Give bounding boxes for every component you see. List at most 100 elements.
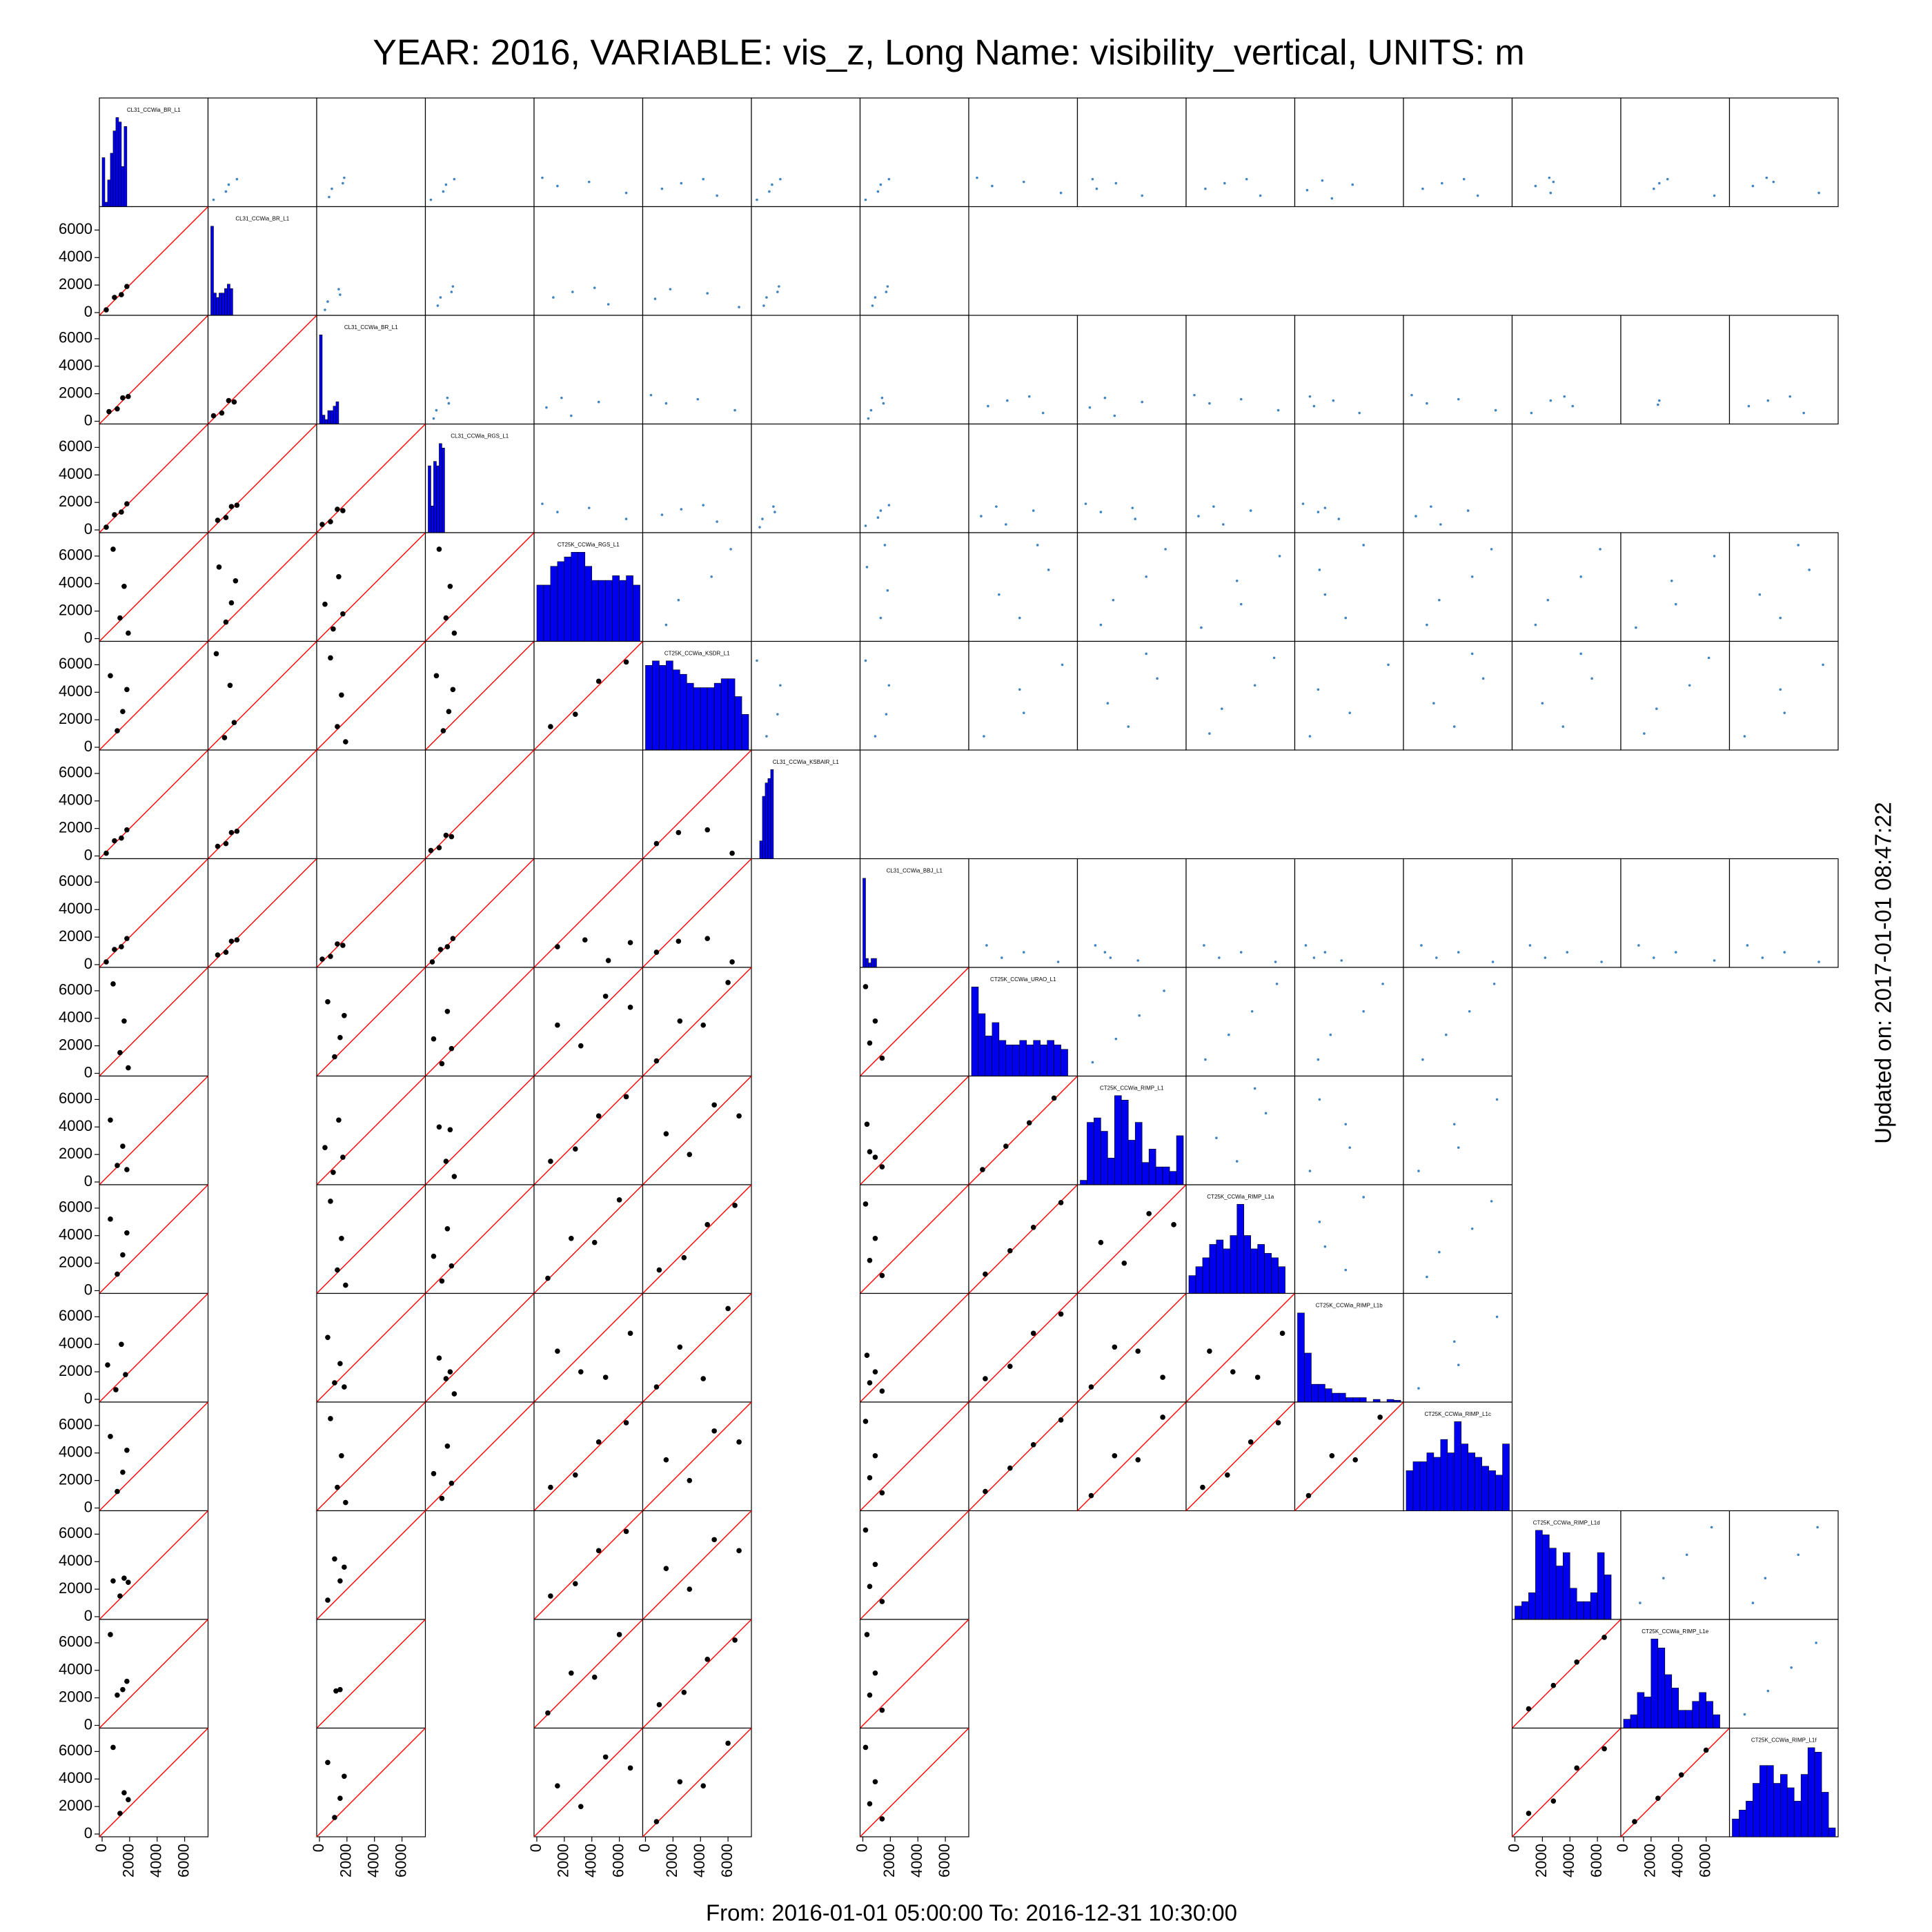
hist-bar: [1597, 1552, 1605, 1620]
upper-point: [1145, 652, 1147, 656]
lower-point: [228, 829, 235, 836]
lower-point: [867, 1257, 873, 1263]
identity-line: [968, 1076, 1078, 1185]
upper-point: [1761, 956, 1764, 959]
panel: [1185, 640, 1296, 751]
panel: [1403, 97, 1513, 208]
lower-point: [1601, 1746, 1607, 1752]
upper-point: [980, 515, 983, 518]
lower-point: [582, 937, 588, 943]
upper-point: [1330, 197, 1334, 200]
upper-point: [1208, 402, 1211, 405]
hist-bar: [1047, 1040, 1054, 1076]
lower-point: [124, 1167, 130, 1172]
upper-point: [874, 735, 877, 738]
identity-line: [425, 858, 535, 968]
upper-point: [1323, 593, 1327, 596]
upper-point: [1321, 179, 1324, 182]
upper-point: [1239, 397, 1243, 401]
lower-point: [126, 1797, 131, 1802]
lower-point: [342, 1773, 347, 1780]
upper-point: [1022, 951, 1025, 954]
y-tick-label: 2000: [59, 1470, 92, 1488]
upper-point: [1549, 399, 1552, 402]
upper-point: [1362, 1196, 1365, 1199]
upper-point: [1317, 1058, 1320, 1061]
lower-point: [732, 1203, 738, 1208]
lower-point: [223, 949, 229, 955]
lower-point: [595, 1439, 602, 1445]
panel: [1403, 1075, 1513, 1185]
hist-bar: [1807, 1747, 1815, 1837]
identity-line: [642, 749, 752, 859]
x-tick-label: 2000: [1642, 1844, 1659, 1877]
upper-point: [1253, 1087, 1256, 1090]
upper-point: [1163, 989, 1165, 992]
upper-point: [1113, 414, 1116, 417]
upper-point: [987, 404, 989, 408]
hist-bar: [1188, 1275, 1196, 1294]
hist-bar: [1223, 1248, 1231, 1294]
lower-point: [1678, 1772, 1684, 1778]
x-tick-label: 4000: [908, 1844, 925, 1877]
hist-bar: [862, 878, 866, 968]
lower-point: [336, 573, 342, 580]
lower-point: [569, 1235, 574, 1241]
lower-point: [319, 956, 325, 962]
hist-bar: [1134, 1122, 1143, 1185]
identity-line: [99, 1510, 208, 1620]
hist-bar: [1821, 1792, 1829, 1837]
upper-point: [339, 293, 342, 296]
hist-bar: [230, 288, 233, 316]
y-tick-label: 0: [84, 1172, 92, 1190]
hist-bar: [767, 778, 771, 859]
hist-bar: [322, 415, 326, 424]
upper-point: [886, 285, 889, 288]
hist-bar: [1406, 1470, 1414, 1511]
upper-point: [1245, 177, 1248, 181]
hist-bar: [578, 552, 586, 642]
lower-point: [215, 843, 221, 849]
upper-point: [1579, 652, 1582, 656]
panel: [859, 315, 969, 425]
hist-bar: [1828, 1827, 1836, 1837]
lower-point: [872, 1670, 878, 1676]
hist-bar: [770, 769, 774, 859]
lower-point: [119, 944, 124, 949]
lower-point: [1225, 1472, 1230, 1478]
upper-point: [677, 598, 680, 602]
identity-line: [1512, 1728, 1621, 1837]
upper-point: [738, 306, 740, 308]
lower-point: [108, 1632, 113, 1637]
upper-point: [1441, 181, 1443, 185]
hist-bar: [605, 580, 613, 642]
lower-point: [120, 1686, 126, 1693]
hist-bar: [1521, 1601, 1529, 1620]
hist-bar: [536, 584, 544, 642]
lower-point: [325, 1597, 331, 1603]
upper-point: [864, 198, 867, 201]
lower-point: [115, 1692, 120, 1698]
upper-point: [733, 408, 736, 412]
upper-point: [876, 516, 880, 519]
identity-line: [208, 749, 317, 859]
upper-point: [607, 303, 610, 306]
upper-point: [1439, 523, 1442, 526]
y-tick-label: 4000: [59, 1009, 92, 1026]
lower-point: [872, 1235, 878, 1241]
lower-point: [124, 1230, 130, 1236]
x-tick-label: 4000: [148, 1844, 165, 1877]
lower-point: [663, 1566, 669, 1572]
lower-point: [120, 395, 126, 401]
upper-point: [587, 506, 591, 509]
panel: [1185, 97, 1296, 208]
lower-point: [627, 1765, 633, 1771]
lower-point: [1146, 1211, 1152, 1216]
hist-bar: [1257, 1244, 1265, 1294]
lower-point: [443, 832, 449, 838]
lower-point: [872, 1779, 878, 1785]
lower-point: [112, 295, 117, 300]
lower-point: [872, 1452, 878, 1459]
x-tick-label: 0: [92, 1844, 110, 1852]
upper-point: [1099, 511, 1103, 513]
